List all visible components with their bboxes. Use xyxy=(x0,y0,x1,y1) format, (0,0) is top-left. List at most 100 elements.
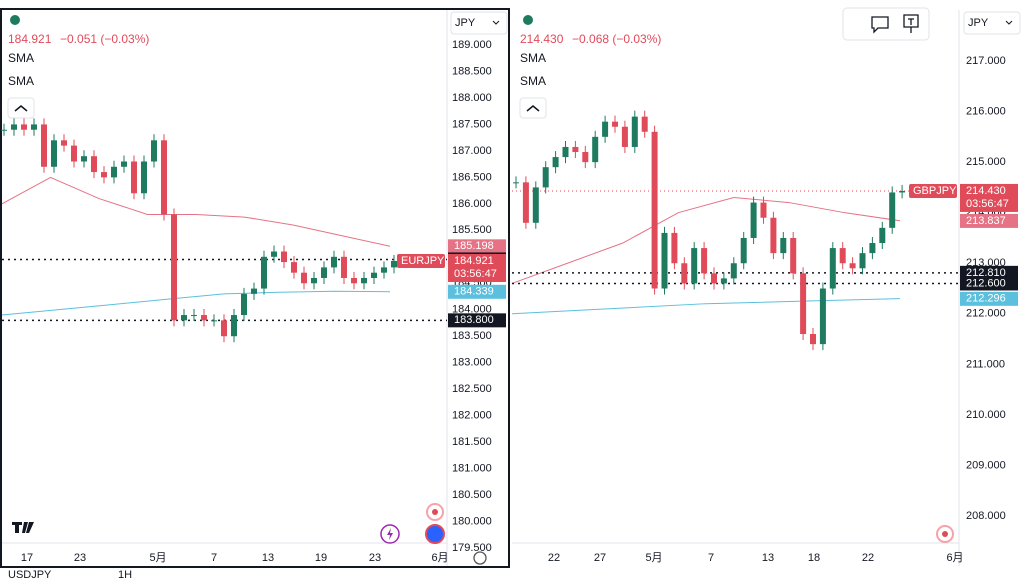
price-axis-label: 188.500 xyxy=(452,65,492,77)
price-badge: 213.837 xyxy=(960,213,1018,228)
price-axis-label: 186.000 xyxy=(452,198,492,210)
candle-body xyxy=(641,116,648,132)
dropdown-chevron xyxy=(492,20,500,25)
candle-body xyxy=(211,320,217,322)
candle-body xyxy=(101,172,107,178)
price-axis-label: 185.500 xyxy=(452,224,492,236)
candle-body xyxy=(691,248,698,284)
collapse-button[interactable] xyxy=(519,97,547,119)
collapse-button[interactable] xyxy=(7,97,35,119)
indicator-label: SMA xyxy=(520,74,546,88)
badge-label: 183.800 xyxy=(454,314,494,326)
candle-body xyxy=(602,121,609,137)
sma-line xyxy=(1,176,391,247)
candle-body xyxy=(311,277,317,284)
text-icon[interactable] xyxy=(903,14,919,33)
candle-body xyxy=(131,161,137,194)
symbol-tag xyxy=(397,253,445,268)
price-axis-label: 181.500 xyxy=(452,436,492,448)
candle-body xyxy=(21,124,27,130)
candle-body xyxy=(849,263,856,269)
candle-body xyxy=(621,126,628,147)
symbol-tag xyxy=(909,183,957,198)
candle-body xyxy=(631,116,638,147)
badge-label: 212.810 xyxy=(966,267,1006,279)
comment-icon[interactable] xyxy=(871,16,889,34)
price-axis-label: 211.000 xyxy=(966,358,1005,370)
price-axis-label: 187.000 xyxy=(452,145,492,157)
sma-line xyxy=(511,197,901,284)
price-axis-label: 212.000 xyxy=(966,308,1006,320)
candle-body xyxy=(381,267,387,273)
candle-body xyxy=(71,145,77,162)
candle-body xyxy=(661,232,668,289)
time-axis-label: 5月 xyxy=(645,552,662,564)
currency-button[interactable] xyxy=(450,11,508,35)
price-axis-label: 180.000 xyxy=(452,515,492,527)
candle-body xyxy=(730,263,737,279)
badge-label: 184.339 xyxy=(454,286,494,298)
indicator-label: SMA xyxy=(8,74,34,88)
currency-button[interactable] xyxy=(963,11,1021,35)
candle-body xyxy=(522,182,529,223)
indicator-label: SMA xyxy=(520,51,546,65)
price-axis-label: 183.000 xyxy=(452,357,492,369)
badge-label: 213.837 xyxy=(966,215,1006,227)
price-axis-label: 188.000 xyxy=(452,92,492,104)
candle-body xyxy=(141,161,147,194)
candle-body xyxy=(371,272,377,278)
price-axis-label: 182.500 xyxy=(452,383,492,395)
price-axis-label: 180.500 xyxy=(452,489,492,501)
price-axis-label: 182.000 xyxy=(452,410,492,422)
currency: JPY xyxy=(968,17,989,29)
candle-body xyxy=(341,256,347,278)
event-icon[interactable] xyxy=(425,524,445,544)
time-axis-label: 6月 xyxy=(431,552,448,564)
badge-bg xyxy=(960,276,1018,291)
candle-body xyxy=(790,237,797,274)
candle-body xyxy=(839,248,846,264)
candle-body xyxy=(562,146,569,158)
price-axis-label: 216.000 xyxy=(966,105,1006,117)
candle-body xyxy=(532,187,539,223)
countdown: 03:56:47 xyxy=(966,198,1009,210)
time-axis-label: 17 xyxy=(21,552,33,564)
badge-label: 212.600 xyxy=(966,277,1006,289)
candle-body xyxy=(91,156,97,173)
candle-body xyxy=(572,146,579,153)
price-axis-label: 209.000 xyxy=(966,459,1006,471)
candle-body xyxy=(221,320,227,337)
time-axis-label: 23 xyxy=(369,552,381,564)
price-axis-label: 181.000 xyxy=(452,463,492,475)
candle-body xyxy=(271,251,277,257)
candle-body xyxy=(121,161,127,167)
active-panel-border xyxy=(0,8,510,568)
currency: JPY xyxy=(455,17,476,29)
candle-body xyxy=(61,140,67,146)
status-dot xyxy=(10,15,20,25)
settings-icon[interactable] xyxy=(473,551,487,565)
candle-body xyxy=(711,273,717,284)
candle-body xyxy=(301,272,307,284)
candle-body xyxy=(201,315,207,321)
footer-label: USDJPY xyxy=(8,569,52,578)
indicator-label: SMA xyxy=(8,51,34,65)
status-dot xyxy=(523,15,533,25)
candle-body xyxy=(810,334,816,345)
candle-body xyxy=(819,288,826,345)
candle-body xyxy=(231,315,237,337)
candle-body xyxy=(361,277,367,284)
badge-bg xyxy=(960,183,1018,212)
price-axis-label: 187.500 xyxy=(452,118,492,130)
time-axis-label: 27 xyxy=(594,552,606,564)
price-axis-label: 186.500 xyxy=(452,171,492,183)
record-dot xyxy=(942,531,948,537)
candle-body xyxy=(31,124,37,130)
symbol-label: EURJPY xyxy=(401,255,445,267)
candle-body xyxy=(161,140,167,215)
price-axis-label: 184.000 xyxy=(452,304,492,316)
candle-body xyxy=(671,232,678,264)
